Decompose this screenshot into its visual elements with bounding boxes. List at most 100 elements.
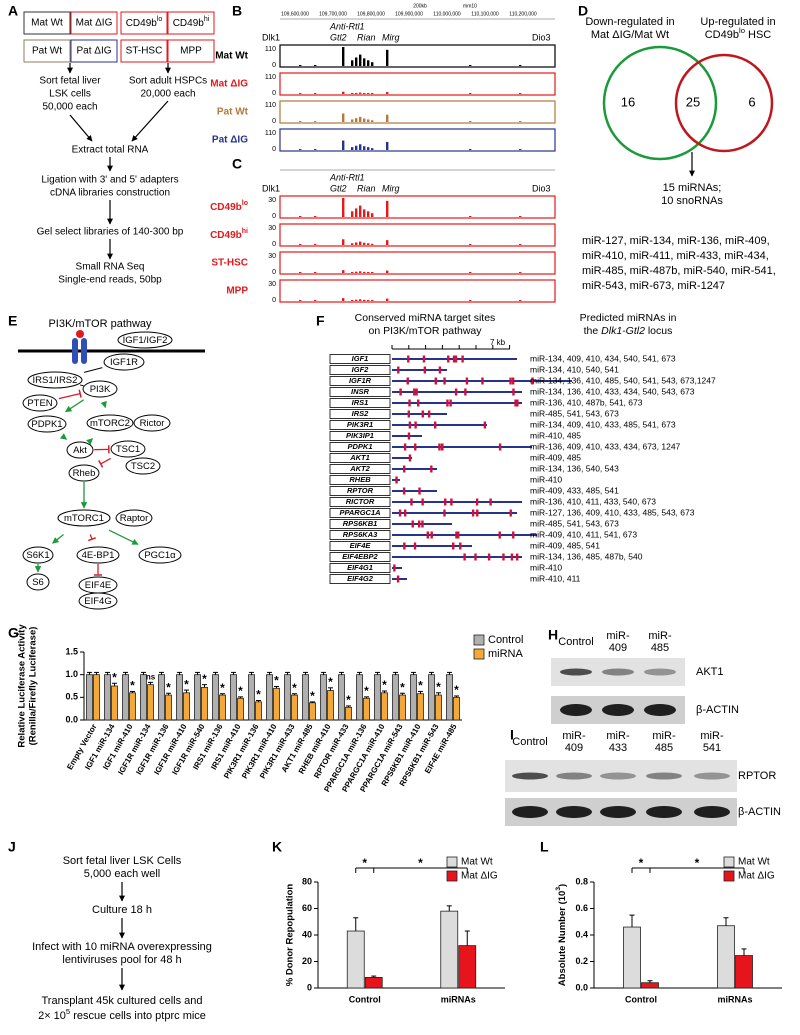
- bar: [194, 674, 201, 721]
- pathway-node: [26, 573, 50, 591]
- signal-peak: [342, 140, 345, 150]
- gene-box: [329, 574, 391, 584]
- signal-peak: [351, 211, 354, 217]
- signal-peak: [359, 116, 362, 122]
- signal-peak: [371, 213, 374, 217]
- signal-peak: [386, 49, 389, 66]
- link-line: [84, 367, 103, 373]
- pathway-node: [117, 331, 173, 349]
- signal-peak: [386, 270, 389, 273]
- target-site: [465, 377, 469, 385]
- lane-label: miR-: [606, 730, 630, 742]
- sample-label: Pat Wt: [32, 46, 62, 57]
- signal-peak: [314, 244, 317, 245]
- track-frame: [279, 128, 556, 152]
- bar: [346, 930, 365, 989]
- gene-name: PPARGC1A: [339, 508, 380, 517]
- gene-box: [329, 530, 391, 540]
- signal-peak: [314, 93, 317, 94]
- panel-title: the Dlk1-Gtl2 locus: [584, 325, 673, 337]
- mirna-list: miR-134, 409, 410, 433, 485, 541, 673: [530, 419, 676, 429]
- node-label: Akt: [73, 445, 87, 456]
- target-site: [402, 487, 406, 495]
- panel-label: F: [316, 313, 325, 329]
- node-label: Raptor: [120, 513, 149, 524]
- step-text: Culture 18 h: [92, 904, 152, 916]
- panel-title: Predicted miRNAs in: [580, 312, 677, 324]
- target-site: [440, 443, 444, 451]
- target-site: [476, 509, 479, 517]
- signal-peak: [299, 121, 302, 122]
- gene-label: Dlk1: [262, 183, 280, 193]
- y-tick-label: 80: [302, 876, 312, 886]
- gene-name: RPS6KB1: [343, 519, 378, 528]
- signal-peak: [519, 272, 522, 273]
- track-scale: 0: [272, 241, 276, 248]
- activation-arrow: [65, 399, 85, 413]
- venn-circle: [602, 45, 718, 161]
- bar: [302, 674, 309, 721]
- gene-name: RICTOR: [346, 497, 375, 506]
- gene-name: INSR: [351, 387, 370, 396]
- inhibition-bar: [78, 389, 82, 398]
- pathway-node: [66, 441, 94, 459]
- target-site: [489, 498, 492, 506]
- step-text: 20,000 each: [140, 89, 195, 100]
- result-text: 15 miRNAs;: [663, 182, 722, 194]
- target-site: [475, 498, 479, 506]
- bar: [364, 977, 383, 989]
- gene-name: IGF2: [352, 365, 369, 374]
- track-label: Mat Wt: [215, 51, 248, 62]
- bar: [93, 674, 100, 721]
- signal-peak: [342, 113, 345, 122]
- superscript: lo: [739, 26, 745, 35]
- signal-peak: [469, 65, 472, 66]
- node-label: 4E-BP1: [82, 550, 115, 561]
- pathway-node: [103, 353, 145, 371]
- sample-box: [70, 11, 118, 35]
- signal-peak: [299, 216, 302, 217]
- signal-peak: [371, 93, 374, 94]
- bar: [212, 674, 219, 721]
- bar: [458, 945, 477, 989]
- y-tick-label: 0.4: [575, 929, 588, 939]
- blot-band: [644, 704, 676, 716]
- target-site: [461, 355, 464, 363]
- mirna-list: miR-410: [530, 562, 562, 572]
- target-site: [531, 377, 534, 385]
- step-text: 2× 105 rescue cells into ptprc mice: [38, 1007, 206, 1022]
- significance-label: *: [112, 670, 117, 684]
- bar: [417, 693, 424, 721]
- gene-box: [329, 398, 391, 408]
- target-site: [443, 509, 446, 517]
- activation-arrow: [59, 433, 68, 440]
- node-label: PDPK1: [31, 419, 62, 430]
- signal-peak: [299, 65, 302, 66]
- legend-label: Mat Wt: [738, 857, 770, 868]
- significance-label: *: [454, 683, 459, 697]
- track-scale: 0: [272, 118, 276, 125]
- gene-name: IRS1: [352, 398, 369, 407]
- sample-box: [167, 39, 215, 63]
- target-site: [414, 421, 417, 429]
- bar: [399, 694, 406, 721]
- activation-arrow: [108, 529, 139, 545]
- gene-box: [329, 365, 391, 375]
- gene-label: Anti-Rtl1: [329, 21, 365, 31]
- coordinate: 109,700,000: [319, 11, 347, 17]
- signal-peak: [299, 244, 302, 245]
- lane-label: 409: [565, 742, 583, 754]
- signal-peak: [519, 216, 522, 217]
- gene-name: EIF4E: [350, 541, 372, 550]
- node-label: IRS1/IRS2: [33, 375, 78, 386]
- signal-peak: [371, 120, 374, 122]
- target-site: [396, 575, 400, 583]
- gene-box: [329, 486, 391, 496]
- bar: [291, 694, 298, 721]
- signal-peak: [359, 241, 362, 245]
- activation-arrow: [52, 533, 64, 544]
- signal-peak: [359, 205, 362, 217]
- gene-name: EIF4EBP2: [342, 552, 378, 561]
- track-scale: 0: [272, 213, 276, 220]
- inhibition-line: [100, 457, 111, 465]
